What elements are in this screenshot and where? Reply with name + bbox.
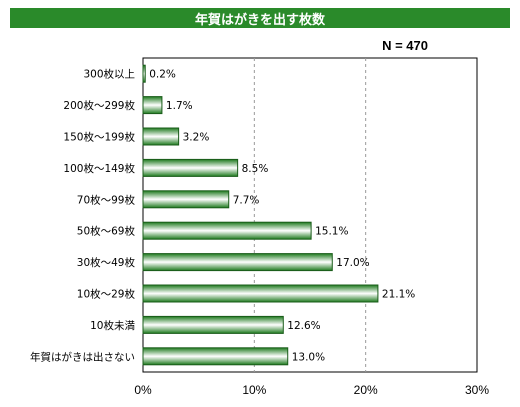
category-label: 30枚〜49枚 bbox=[77, 256, 136, 269]
x-tick-label: 30% bbox=[465, 383, 489, 397]
x-tick-label: 10% bbox=[242, 383, 266, 397]
bar bbox=[142, 190, 230, 209]
bar bbox=[142, 158, 239, 177]
value-label: 1.7% bbox=[166, 100, 193, 112]
value-label: 15.1% bbox=[315, 226, 348, 238]
category-label: 10枚〜29枚 bbox=[77, 288, 136, 301]
category-label: 年賀はがきは出さない bbox=[30, 350, 135, 363]
chart-title: 年賀はがきを出す枚数 bbox=[10, 8, 510, 28]
bar bbox=[142, 253, 333, 272]
category-label: 300枚以上 bbox=[83, 68, 135, 81]
value-label: 0.2% bbox=[149, 69, 176, 81]
x-tick-label: 20% bbox=[354, 383, 378, 397]
value-label: 7.7% bbox=[233, 194, 260, 206]
bar bbox=[142, 96, 163, 115]
bar bbox=[142, 347, 289, 366]
value-label: 17.0% bbox=[336, 257, 369, 269]
bar bbox=[142, 127, 180, 146]
value-label: 8.5% bbox=[242, 163, 269, 175]
bar bbox=[142, 221, 312, 240]
value-label: 3.2% bbox=[183, 132, 210, 144]
sample-size-label: N = 470 bbox=[382, 38, 428, 53]
value-label: 12.6% bbox=[287, 320, 320, 332]
plot-frame bbox=[142, 57, 478, 373]
x-tick-label: 0% bbox=[134, 383, 152, 397]
category-label: 200枚〜299枚 bbox=[63, 99, 135, 112]
category-label: 100枚〜149枚 bbox=[63, 162, 135, 175]
category-label: 150枚〜199枚 bbox=[63, 131, 135, 144]
bar bbox=[142, 284, 379, 303]
category-label: 10枚未満 bbox=[90, 319, 135, 332]
value-label: 21.1% bbox=[382, 289, 415, 301]
value-label: 13.0% bbox=[292, 351, 325, 363]
category-label: 50枚〜69枚 bbox=[77, 225, 136, 238]
bar bbox=[142, 64, 146, 83]
category-label: 70枚〜99枚 bbox=[77, 193, 136, 206]
bar bbox=[142, 315, 284, 334]
